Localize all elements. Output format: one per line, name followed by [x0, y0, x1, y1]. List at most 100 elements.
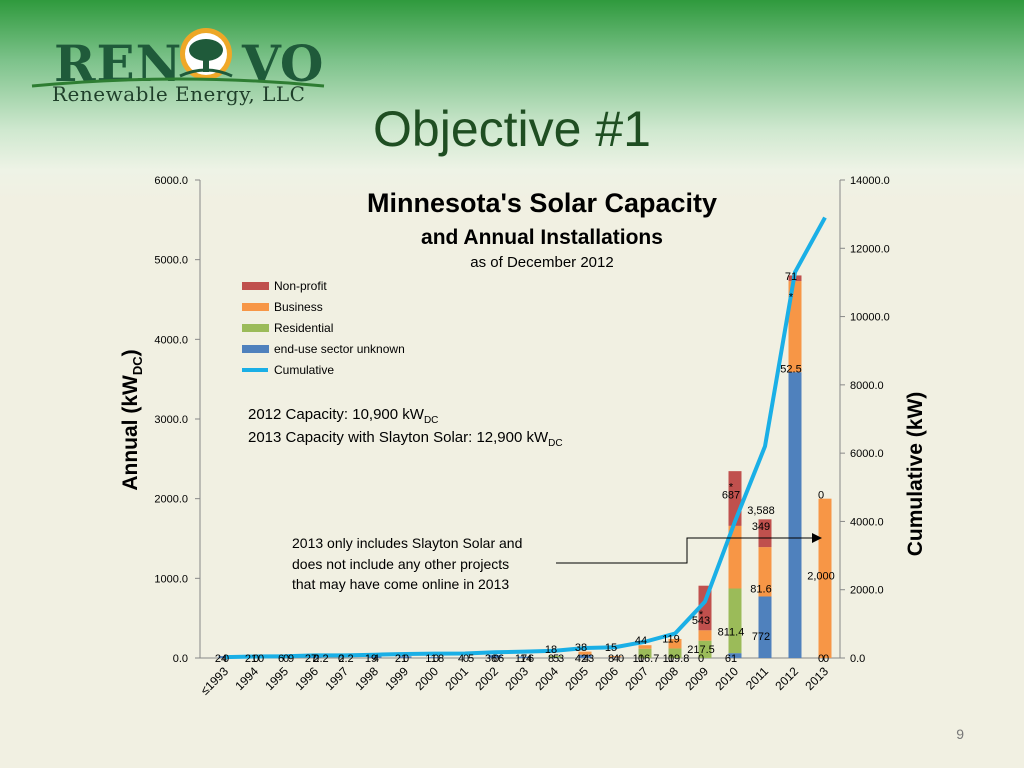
- x-tick-label: 2007: [622, 664, 651, 693]
- y-left-tick-label: 4000.0: [154, 334, 188, 346]
- x-tick-label: 2013: [802, 664, 831, 693]
- data-label: 8: [438, 653, 444, 665]
- data-label: 543: [692, 615, 710, 627]
- bar-residential: [668, 648, 682, 658]
- bar-residential: [638, 648, 652, 658]
- x-tick-label: 2005: [562, 664, 591, 693]
- y-right-tick-label: 8000.0: [850, 380, 884, 392]
- legend-label: end-use sector unknown: [274, 342, 405, 356]
- capacity-note-2013: 2013 Capacity with Slayton Solar: 12,900…: [248, 429, 563, 449]
- x-tick-label: 2003: [502, 664, 531, 693]
- data-label: 44: [635, 635, 647, 647]
- data-label: 14: [520, 653, 532, 665]
- bar-unknown: [428, 657, 442, 658]
- y-left-tick-label: 3000.0: [154, 414, 188, 426]
- data-label: 81.6: [750, 583, 771, 595]
- data-label: 4: [458, 653, 464, 665]
- data-label: *: [729, 481, 734, 493]
- data-label: 19: [365, 653, 377, 665]
- y-left-tick-label: 5000.0: [154, 255, 188, 267]
- data-label: 3: [558, 653, 564, 665]
- x-tick-label: 1996: [292, 664, 321, 693]
- chart-legend: Non-profit Business Residential end-use sec…: [242, 279, 405, 377]
- data-label: 0: [698, 653, 704, 665]
- slayton-note-arrowhead: [812, 533, 822, 543]
- x-tick-label: 2010: [712, 664, 741, 693]
- data-label: 119.8: [663, 653, 690, 665]
- bar-residential: [728, 588, 742, 654]
- x-tick-label: 1994: [232, 664, 261, 693]
- y-left-tick-label: 2000.0: [154, 494, 188, 506]
- data-label: 119: [662, 633, 680, 645]
- bar-residential: [548, 655, 562, 658]
- data-label: 0: [433, 653, 439, 665]
- data-label: 15: [605, 642, 617, 654]
- data-label: 6: [278, 653, 284, 665]
- bar-business: [788, 281, 802, 373]
- data-label: 42: [575, 653, 587, 665]
- data-label: 687: [722, 489, 740, 501]
- cumulative-line: [224, 216, 827, 660]
- data-label: 6: [498, 653, 504, 665]
- y-right-tick-label: 14000.0: [850, 175, 890, 187]
- y-left-tick-label: 1000.0: [154, 573, 188, 585]
- y-left-tick-label: 6000.0: [154, 175, 188, 187]
- data-label: 3,588: [747, 505, 775, 517]
- data-label: 3: [588, 653, 594, 665]
- x-tick-label: 1998: [352, 664, 381, 693]
- data-label: 8: [548, 653, 554, 665]
- x-tick-label: 2001: [442, 664, 471, 693]
- data-label: 217.5: [687, 644, 715, 656]
- legend-label: Non-profit: [274, 279, 327, 293]
- data-label: 0: [638, 653, 644, 665]
- x-tick-label: 1997: [322, 664, 351, 693]
- y-axis-left-label: Annual (kWDC): [119, 349, 145, 490]
- data-label: 0: [223, 653, 229, 665]
- x-tick-label: ≤1993: [198, 664, 232, 698]
- bar-unknown: [548, 657, 562, 658]
- data-label: 0: [818, 489, 824, 501]
- bar-unknown: [608, 657, 622, 658]
- bar-business: [758, 547, 772, 597]
- data-label: *: [789, 292, 794, 304]
- data-label: 36: [485, 653, 497, 665]
- data-label: 21: [395, 653, 407, 665]
- bar-unknown: [488, 655, 502, 658]
- data-label: 0: [463, 653, 469, 665]
- logo-swoosh: [31, 77, 325, 88]
- slayton-note-line1: 2013 only includes Slayton Solar and: [292, 535, 522, 551]
- bar-unknown: [518, 656, 532, 658]
- slayton-note-line3: that may have come online in 2013: [292, 576, 509, 592]
- data-label: 2.2: [313, 653, 328, 665]
- data-label: 5: [468, 653, 474, 665]
- data-label: 0: [668, 653, 674, 665]
- data-label: 811.4: [718, 626, 745, 638]
- y-right-tick-label: 10000.0: [850, 312, 890, 324]
- page-number: 9: [956, 726, 964, 742]
- data-label: 11: [425, 653, 436, 665]
- logo-subtitle: Renewable Energy, LLC: [52, 82, 306, 106]
- company-logo: REN VO Renewable Energy, LLC: [28, 18, 328, 108]
- chart-subtitle: and Annual Installations: [421, 226, 663, 249]
- data-label: 0: [338, 653, 344, 665]
- y-right-tick-label: 4000.0: [850, 516, 884, 528]
- x-tick-label: 2006: [592, 664, 621, 693]
- data-label: 27: [305, 653, 317, 665]
- x-tick-label: 2004: [532, 664, 561, 693]
- chart-title: Minnesota's Solar Capacity: [367, 188, 717, 218]
- legend-swatch-non_profit: [242, 282, 269, 290]
- data-label: 8: [608, 653, 614, 665]
- bar-unknown: [578, 654, 592, 658]
- bar-unknown: [758, 596, 772, 658]
- data-label: 17: [515, 653, 527, 665]
- data-label: 61: [725, 653, 737, 665]
- bar-business: [668, 638, 682, 649]
- bar-unknown: [368, 656, 382, 658]
- data-label: 0: [283, 653, 289, 665]
- data-label: 0: [618, 653, 624, 665]
- chart-subtitle-date: as of December 2012: [470, 254, 613, 271]
- data-label: 0: [818, 653, 824, 665]
- data-label: 18: [545, 644, 557, 656]
- legend-swatch-business: [242, 303, 269, 311]
